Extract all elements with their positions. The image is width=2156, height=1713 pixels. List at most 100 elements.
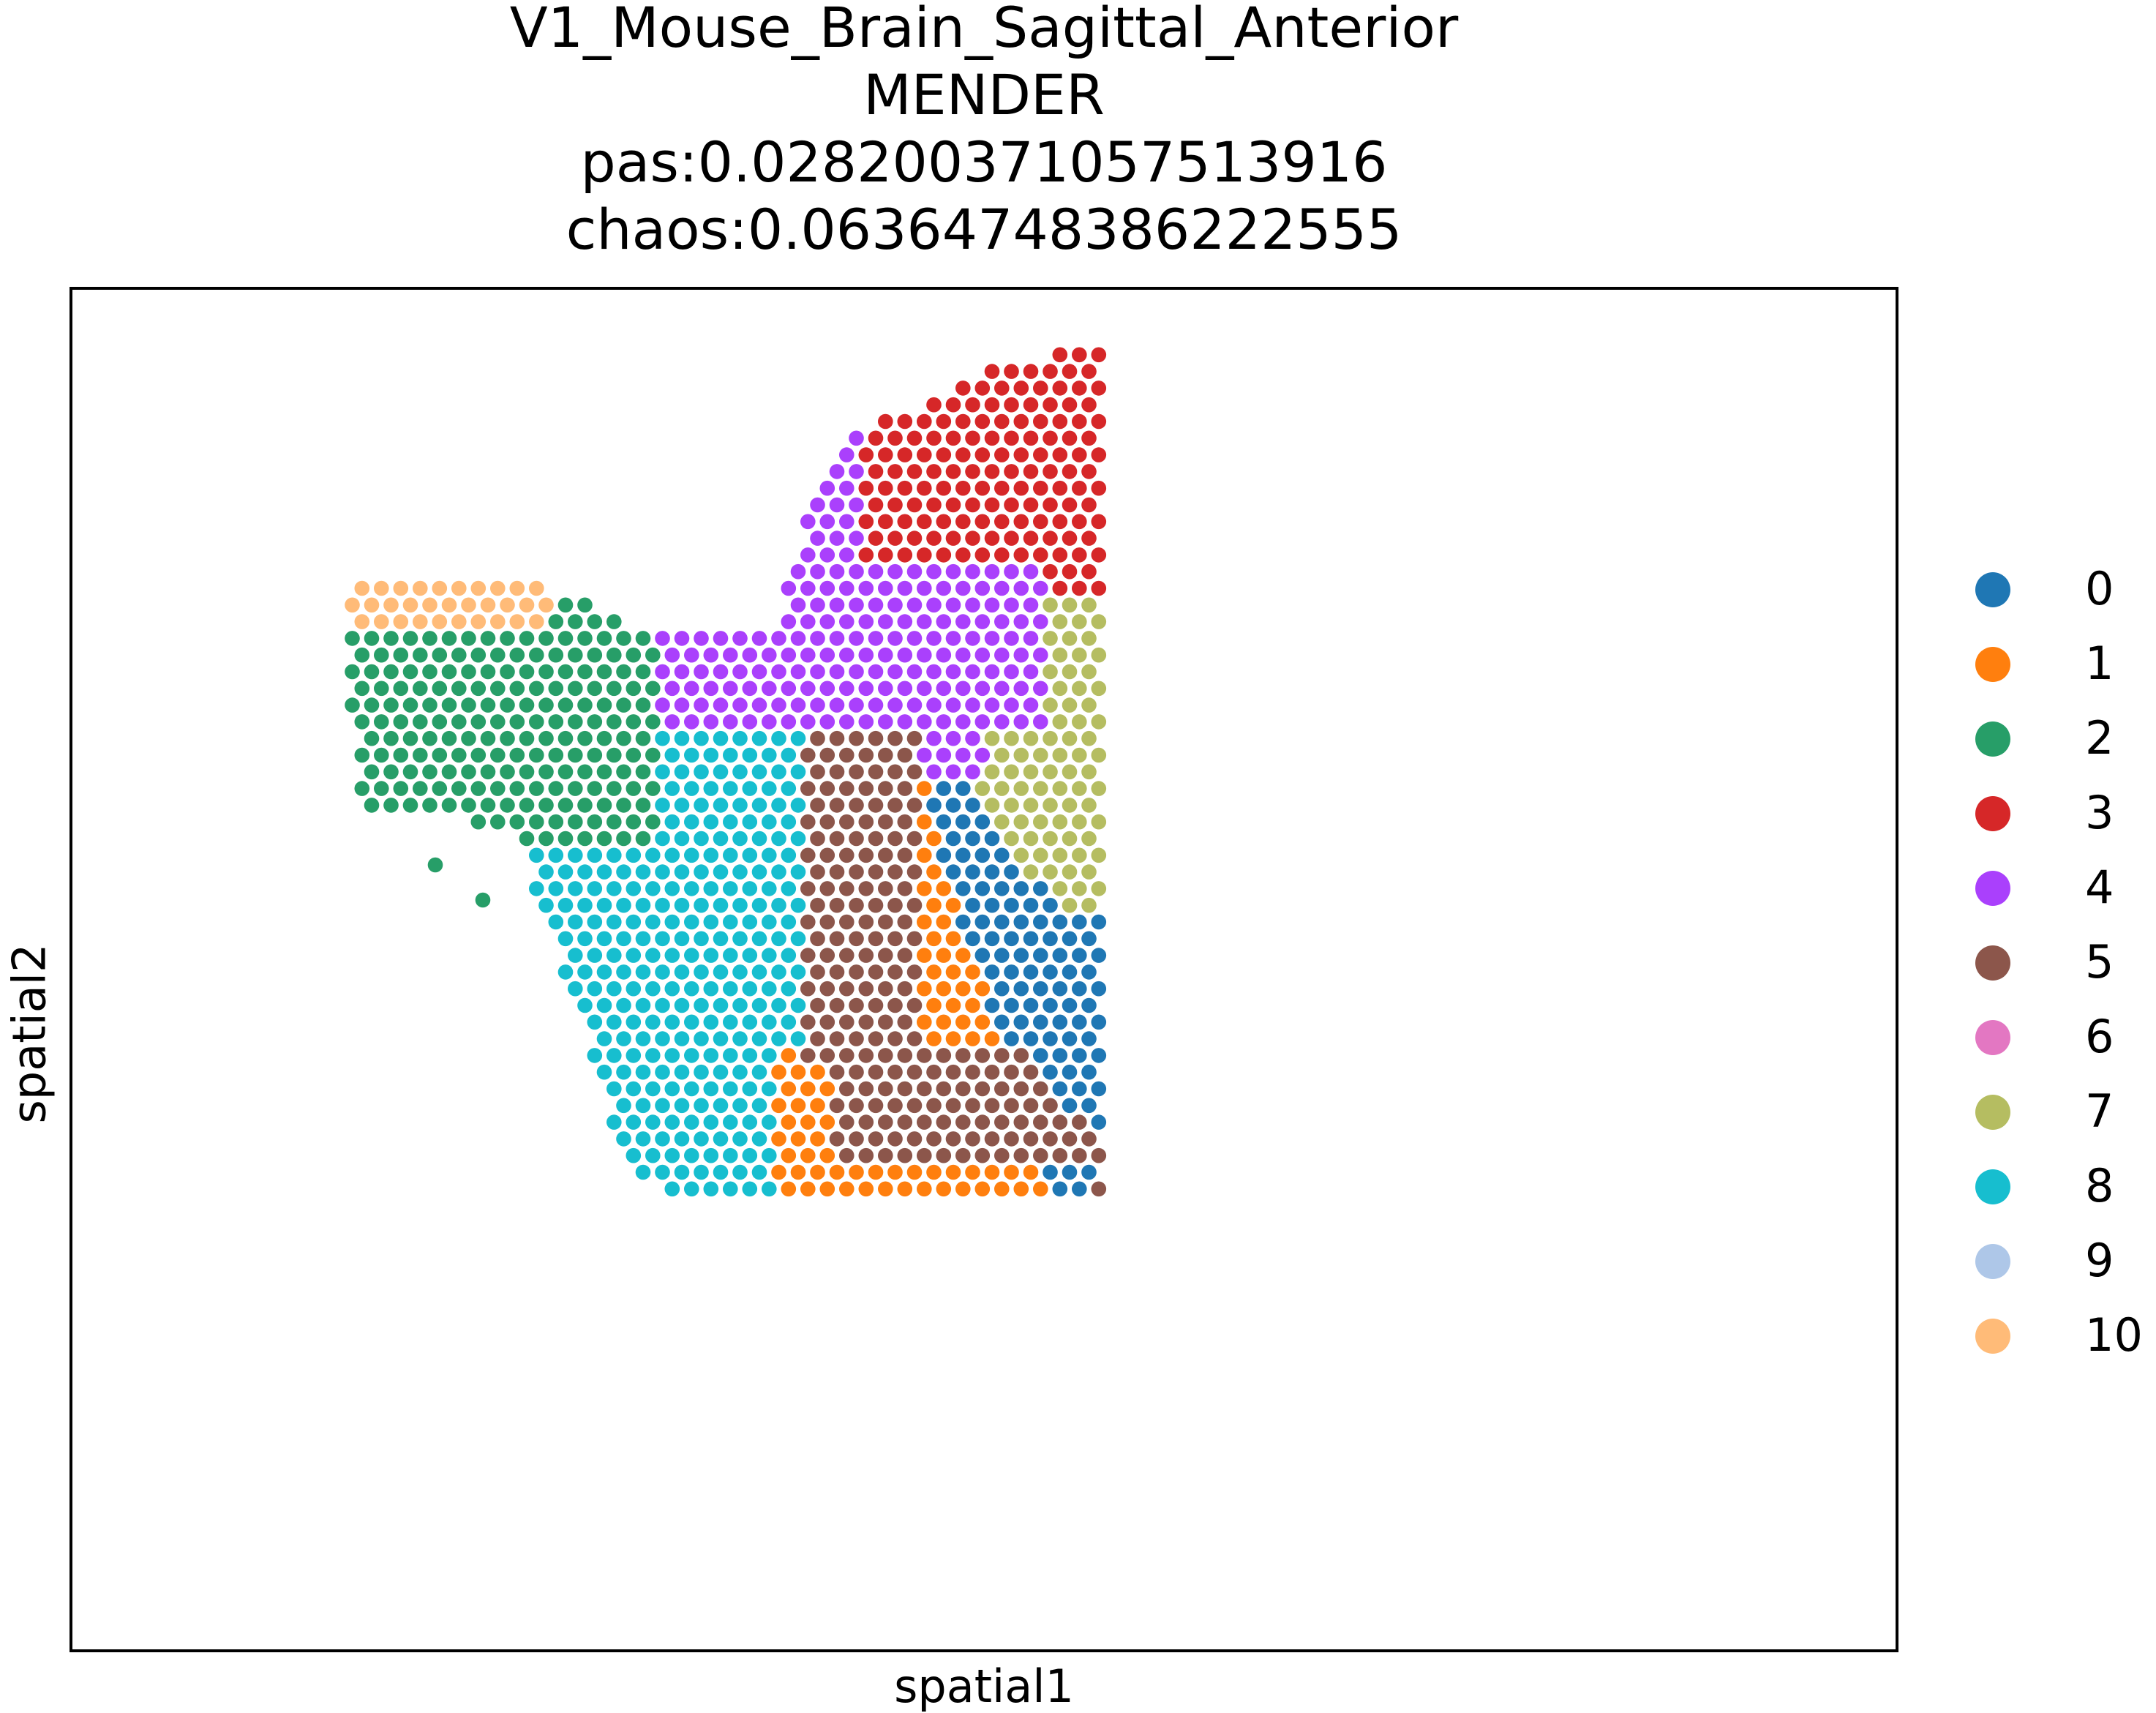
- spot-cluster-8: [626, 1048, 642, 1063]
- spot-cluster-1: [800, 1081, 816, 1097]
- spot-cluster-8: [529, 847, 544, 863]
- spot-cluster-8: [577, 864, 593, 880]
- spot-cluster-3: [974, 447, 991, 462]
- spot-cluster-0: [955, 881, 971, 896]
- chart-title-line-3: pas:0.028200371057513916: [580, 130, 1388, 195]
- spot-cluster-5: [829, 831, 845, 847]
- spot-cluster-8: [684, 747, 699, 763]
- spot-cluster-7: [1072, 814, 1087, 830]
- spot-cluster-2: [596, 730, 612, 746]
- spot-cluster-5: [810, 730, 825, 746]
- spot-cluster-8: [732, 798, 748, 813]
- spot-cluster-3: [955, 381, 971, 396]
- spot-cluster-2: [441, 697, 457, 713]
- spot-cluster-0: [965, 897, 980, 913]
- spot-cluster-0: [1013, 948, 1029, 963]
- spot-cluster-2: [383, 697, 399, 713]
- spot-cluster-8: [568, 881, 583, 896]
- spot-cluster-4: [1023, 597, 1039, 613]
- spot-cluster-2: [538, 631, 554, 646]
- spot-cluster-8: [732, 730, 748, 746]
- spot-cluster-7: [1052, 614, 1068, 629]
- spot-cluster-1: [926, 997, 942, 1013]
- spot-cluster-7: [1004, 764, 1019, 780]
- spot-cluster-4: [936, 647, 952, 663]
- spot-cluster-0: [1052, 1181, 1068, 1197]
- spot-cluster-0: [1072, 948, 1087, 963]
- spot-cluster-2: [645, 781, 661, 796]
- spot-cluster-5: [887, 964, 903, 980]
- spot-cluster-5: [800, 914, 816, 930]
- spot-cluster-0: [1091, 948, 1107, 963]
- spot-cluster-5: [906, 897, 923, 913]
- spot-cluster-5: [984, 1098, 1000, 1114]
- spot-cluster-5: [984, 1064, 1000, 1080]
- spot-cluster-4: [790, 597, 806, 613]
- spot-cluster-0: [1052, 914, 1068, 930]
- spot-cluster-3: [917, 480, 932, 496]
- spot-cluster-2: [480, 631, 496, 646]
- spot-cluster-2: [568, 714, 583, 730]
- spot-cluster-2: [538, 831, 554, 847]
- spot-cluster-0: [1013, 914, 1029, 930]
- spot-cluster-1: [800, 1181, 816, 1197]
- spot-cluster-3: [1013, 480, 1029, 496]
- spot-cluster-8: [664, 1048, 680, 1063]
- spot-cluster-4: [984, 664, 1000, 680]
- spot-cluster-8: [684, 781, 699, 796]
- spot-cluster-2: [519, 697, 535, 713]
- spot-cluster-4: [887, 597, 903, 613]
- spot-cluster-8: [674, 764, 690, 780]
- spot-cluster-8: [703, 1181, 719, 1197]
- spot-cluster-3: [1072, 447, 1087, 462]
- spot-cluster-4: [771, 664, 786, 680]
- spot-cluster-8: [655, 931, 670, 947]
- spot-cluster-4: [965, 597, 980, 613]
- spot-cluster-8: [762, 847, 777, 863]
- spot-cluster-4: [849, 430, 864, 446]
- spot-cluster-3: [965, 397, 980, 413]
- spot-cluster-8: [781, 881, 797, 896]
- spot-cluster-4: [926, 664, 942, 680]
- spot-cluster-5: [839, 881, 854, 896]
- spot-cluster-5: [849, 964, 864, 980]
- spot-cluster-3: [926, 464, 942, 479]
- spot-cluster-0: [1062, 1164, 1078, 1180]
- spot-cluster-2: [461, 798, 476, 813]
- spot-cluster-8: [751, 1164, 767, 1180]
- spot-cluster-8: [606, 847, 622, 863]
- spot-cluster-3: [1062, 430, 1078, 446]
- spot-cluster-1: [819, 1147, 835, 1163]
- spot-cluster-8: [732, 1131, 748, 1147]
- spot-cluster-8: [703, 1048, 719, 1063]
- spot-cluster-1: [926, 831, 942, 847]
- spot-cluster-8: [723, 747, 738, 763]
- legend-marker: [1975, 1169, 2010, 1204]
- spot-cluster-8: [694, 997, 709, 1013]
- spot-cluster-4: [1004, 664, 1019, 680]
- spot-cluster-4: [655, 631, 670, 646]
- spot-cluster-8: [713, 997, 729, 1013]
- spot-cluster-3: [1062, 531, 1078, 546]
- spot-cluster-4: [955, 647, 971, 663]
- spot-cluster-3: [878, 447, 893, 462]
- spot-cluster-8: [771, 931, 786, 947]
- spot-cluster-8: [732, 897, 748, 913]
- spot-cluster-2: [480, 798, 496, 813]
- spot-cluster-1: [965, 1164, 980, 1180]
- spot-cluster-2: [538, 764, 554, 780]
- spot-cluster-8: [655, 1098, 670, 1114]
- spot-cluster-0: [1072, 914, 1087, 930]
- spot-cluster-8: [713, 897, 729, 913]
- spot-cluster-1: [926, 931, 942, 947]
- spot-cluster-2: [354, 647, 370, 663]
- spot-cluster-8: [664, 847, 680, 863]
- spot-cluster-8: [674, 931, 690, 947]
- spot-cluster-5: [819, 914, 835, 930]
- spot-cluster-4: [713, 664, 729, 680]
- spot-cluster-5: [897, 1114, 913, 1130]
- spot-cluster-5: [829, 897, 845, 913]
- spot-cluster-7: [1023, 730, 1039, 746]
- legend-item-0: 0: [1968, 563, 2156, 615]
- spot-cluster-2: [345, 664, 360, 680]
